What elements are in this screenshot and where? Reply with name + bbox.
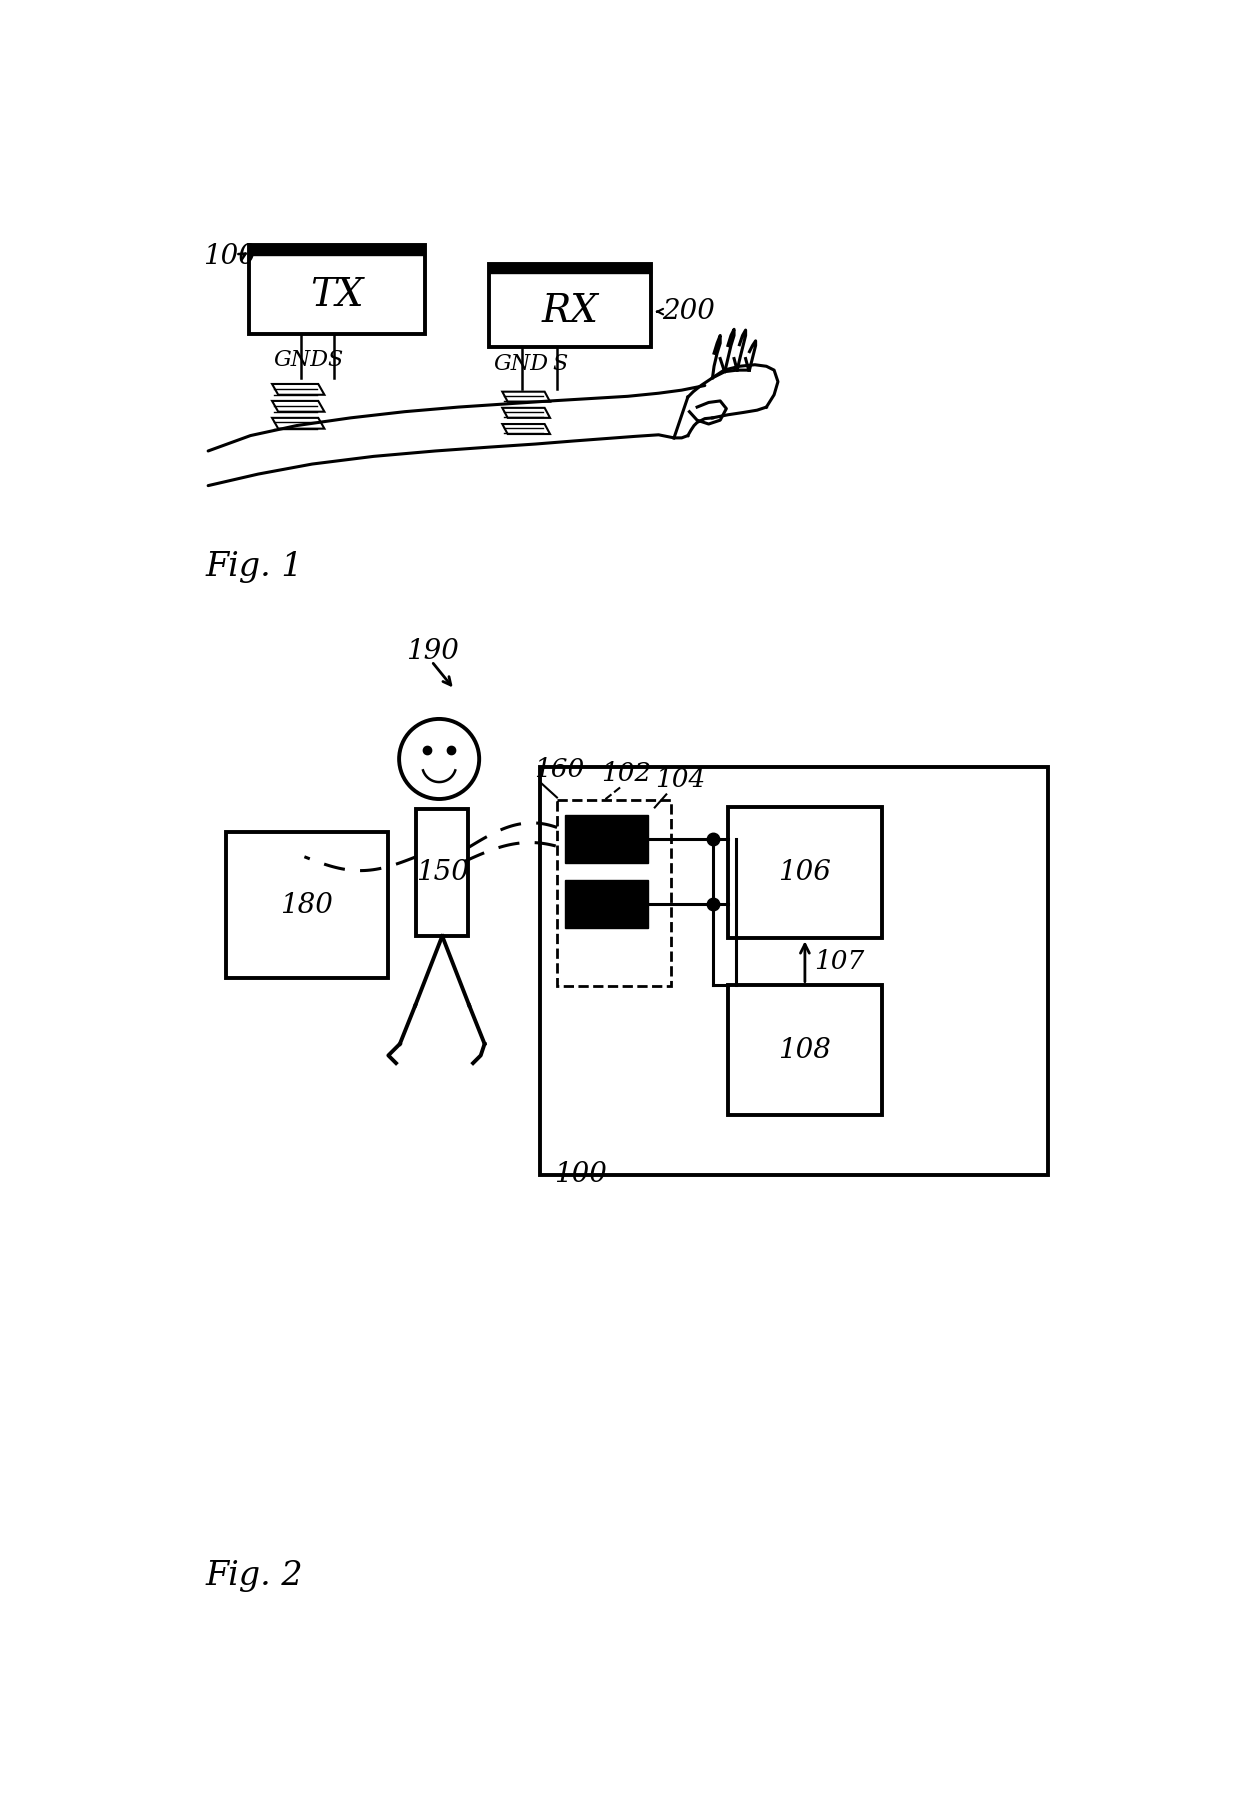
Polygon shape — [557, 800, 671, 987]
Text: 104: 104 — [655, 767, 706, 792]
Polygon shape — [272, 402, 325, 412]
Text: 107: 107 — [815, 949, 864, 974]
Text: 108: 108 — [779, 1037, 831, 1064]
Polygon shape — [272, 418, 325, 429]
Text: Fig. 1: Fig. 1 — [206, 551, 304, 584]
Text: 200: 200 — [662, 299, 714, 326]
Text: S: S — [552, 353, 568, 375]
Text: 150: 150 — [415, 859, 469, 886]
Text: 180: 180 — [280, 891, 334, 919]
Text: 100: 100 — [554, 1162, 606, 1189]
Polygon shape — [502, 391, 551, 402]
Polygon shape — [272, 384, 325, 394]
Text: 102: 102 — [601, 760, 651, 785]
Polygon shape — [502, 407, 551, 418]
Polygon shape — [417, 809, 469, 937]
Polygon shape — [226, 832, 388, 978]
Text: 160: 160 — [534, 756, 584, 782]
Polygon shape — [728, 807, 882, 938]
Polygon shape — [249, 245, 424, 333]
Polygon shape — [564, 881, 647, 928]
Text: GND: GND — [494, 353, 549, 375]
Text: 100: 100 — [203, 243, 255, 270]
Polygon shape — [728, 985, 882, 1115]
Polygon shape — [564, 816, 647, 863]
Text: GND: GND — [273, 349, 329, 371]
Text: 106: 106 — [779, 859, 831, 886]
Polygon shape — [502, 423, 551, 434]
Text: TX: TX — [310, 277, 363, 315]
Text: 190: 190 — [405, 638, 459, 665]
Polygon shape — [541, 767, 1048, 1174]
Text: RX: RX — [542, 294, 599, 330]
Text: S: S — [327, 349, 342, 371]
Polygon shape — [490, 265, 651, 348]
Text: Fig. 2: Fig. 2 — [206, 1560, 304, 1592]
